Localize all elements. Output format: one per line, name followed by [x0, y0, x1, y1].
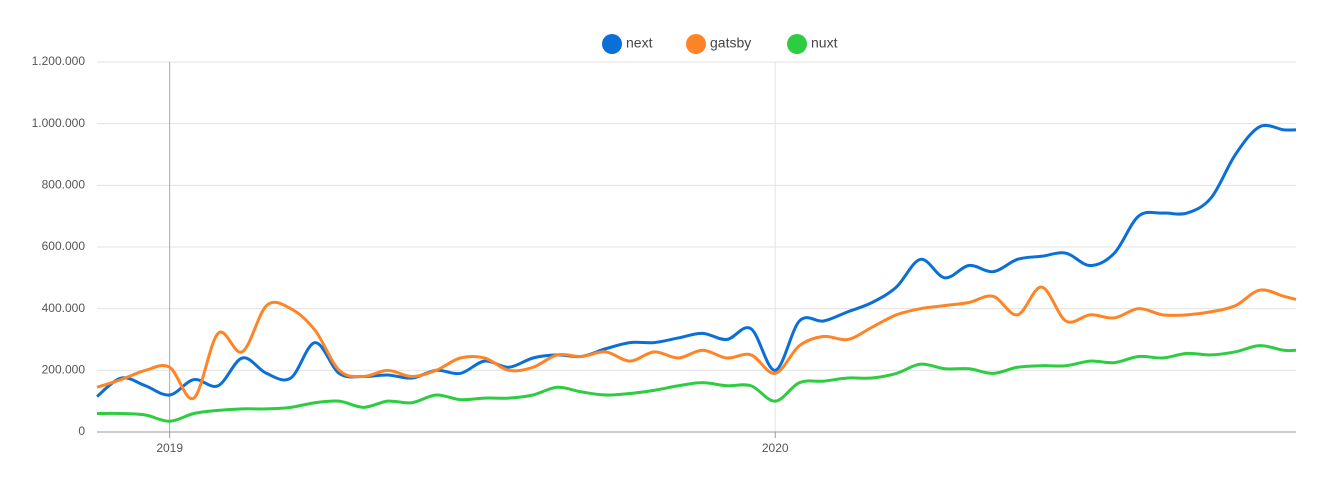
y-tick-label: 0: [78, 424, 85, 438]
line-series: [96, 344, 1297, 423]
legend-marker: [602, 34, 622, 54]
y-tick-label: 1.000.000: [32, 116, 86, 130]
legend-label: nuxt: [811, 35, 838, 51]
y-tick-label: 200.000: [42, 363, 86, 377]
y-tick-label: 400.000: [42, 301, 86, 315]
x-tick-label: 2020: [762, 441, 789, 455]
legend-label: gatsby: [710, 35, 751, 51]
line-series: [96, 285, 1297, 401]
y-tick-label: 600.000: [42, 239, 86, 253]
legend-label: next: [626, 35, 653, 51]
y-tick-label: 1.200.000: [32, 54, 86, 68]
line-series: [96, 123, 1297, 398]
legend-marker: [787, 34, 807, 54]
legend-marker: [686, 34, 706, 54]
y-tick-label: 800.000: [42, 178, 86, 192]
x-tick-label: 2019: [156, 441, 183, 455]
